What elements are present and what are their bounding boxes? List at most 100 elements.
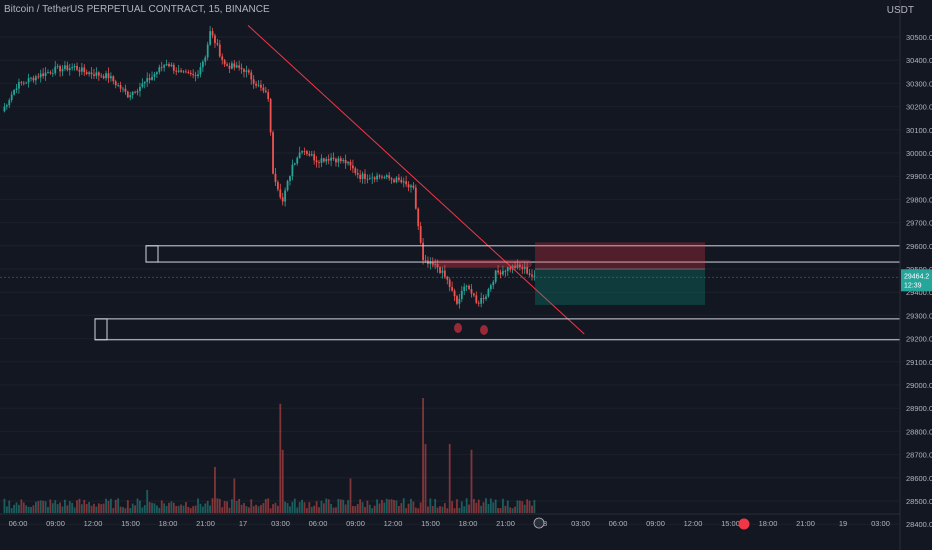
candle-body <box>303 151 306 152</box>
candle-body <box>243 69 245 72</box>
candle-body <box>151 76 153 80</box>
time-tick-label: 09:00 <box>646 519 665 528</box>
volume-bar <box>371 508 374 513</box>
candle-body <box>129 95 132 98</box>
candle-body <box>68 68 71 71</box>
price-tick-label: 30000.0 <box>906 149 932 158</box>
volume-bar <box>3 498 6 513</box>
candle-body <box>257 84 260 86</box>
volume-bar <box>13 504 15 513</box>
volume-bar <box>160 500 163 513</box>
volume-bar <box>18 504 20 513</box>
candle-body <box>15 88 18 90</box>
volume-bar <box>344 504 347 513</box>
volume-bar <box>88 501 91 513</box>
trendline <box>247 25 585 335</box>
volume-bar <box>240 504 243 513</box>
interval-label[interactable]: 15 <box>208 4 220 15</box>
candle-body <box>448 279 451 288</box>
candle-body <box>417 208 420 227</box>
volume-bar <box>431 505 434 513</box>
volume-bar <box>315 501 318 513</box>
candle-body <box>155 72 158 75</box>
volume-bar <box>376 499 378 513</box>
volume-bar <box>257 506 260 513</box>
volume-bar <box>310 506 313 513</box>
candle-body <box>339 158 342 162</box>
time-tick-label: 15:00 <box>721 519 740 528</box>
volume-bar <box>189 508 192 513</box>
candle-body <box>514 265 516 268</box>
candle-body <box>47 72 49 73</box>
candle-body <box>112 76 115 82</box>
candle-body <box>262 87 265 91</box>
candle-body <box>93 74 95 76</box>
candle-body <box>434 263 437 265</box>
volume-bar <box>485 498 487 513</box>
volume-bar <box>381 499 383 513</box>
volume-bar <box>85 504 88 513</box>
candle-body <box>107 73 110 79</box>
price-axis[interactable]: 30500.0 30400.0 30300.0 30200.0 30100.0 30000… <box>899 0 932 550</box>
volume-bar <box>185 501 187 513</box>
volume-bar <box>281 449 284 513</box>
volume-bar <box>158 507 161 513</box>
volume-bar <box>322 503 325 513</box>
volume-bar <box>506 500 509 513</box>
candle-body <box>124 88 127 92</box>
volume-bar <box>102 503 105 513</box>
candle-body <box>158 67 161 73</box>
candle-body <box>39 73 42 78</box>
volume-bar <box>427 506 429 513</box>
volume-bar <box>407 503 410 513</box>
candle-body <box>189 72 192 75</box>
volume-bar <box>163 503 166 513</box>
volume-bar <box>272 504 274 513</box>
candle-body <box>523 266 526 270</box>
event-icon <box>533 517 545 529</box>
event-icon <box>738 518 750 530</box>
volume-bar <box>402 498 405 513</box>
candle-body <box>214 35 216 44</box>
candle-body <box>160 67 163 69</box>
candle-body <box>347 161 349 164</box>
volume-bar <box>342 499 345 513</box>
volume-bar <box>22 502 25 513</box>
volume-bar <box>165 505 168 513</box>
candle-body <box>141 83 144 87</box>
symbol-header: Bitcoin / TetherUS PERPETUAL CONTRACT, 1… <box>4 4 270 15</box>
last-price-label: 29464.2 <box>904 273 929 280</box>
volume-bar <box>126 500 129 513</box>
candle-body <box>393 179 395 183</box>
volume-bar <box>441 506 444 513</box>
time-tick-label: 09:00 <box>346 519 365 528</box>
volume-bars <box>3 398 536 513</box>
candle-body <box>172 64 175 71</box>
volume-bar <box>325 498 328 513</box>
candle-body <box>289 176 291 181</box>
candle-body <box>293 163 296 165</box>
time-axis[interactable]: 06:00 09:00 12:00 15:00 18:00 21:00 17 03:00 06:… <box>0 513 900 530</box>
candle-body <box>85 72 88 75</box>
volume-bar <box>359 499 362 513</box>
volume-bar <box>209 505 212 513</box>
candle-body <box>441 270 444 273</box>
candle-body <box>42 73 45 77</box>
candle-body <box>456 296 458 304</box>
candle-body <box>187 72 190 73</box>
candle-body <box>44 72 47 77</box>
candle-body <box>175 70 178 72</box>
drawings[interactable] <box>0 25 901 341</box>
volume-bar <box>223 501 226 513</box>
candle-body <box>272 132 274 174</box>
volume-bar <box>44 501 47 513</box>
volume-bar <box>199 503 202 513</box>
volume-bar <box>95 506 98 513</box>
candle-body <box>131 91 134 96</box>
volume-bar <box>400 503 403 513</box>
volume-bar <box>373 505 376 513</box>
volume-bar <box>352 506 354 513</box>
candle-body <box>528 273 531 275</box>
volume-bar <box>516 500 519 513</box>
